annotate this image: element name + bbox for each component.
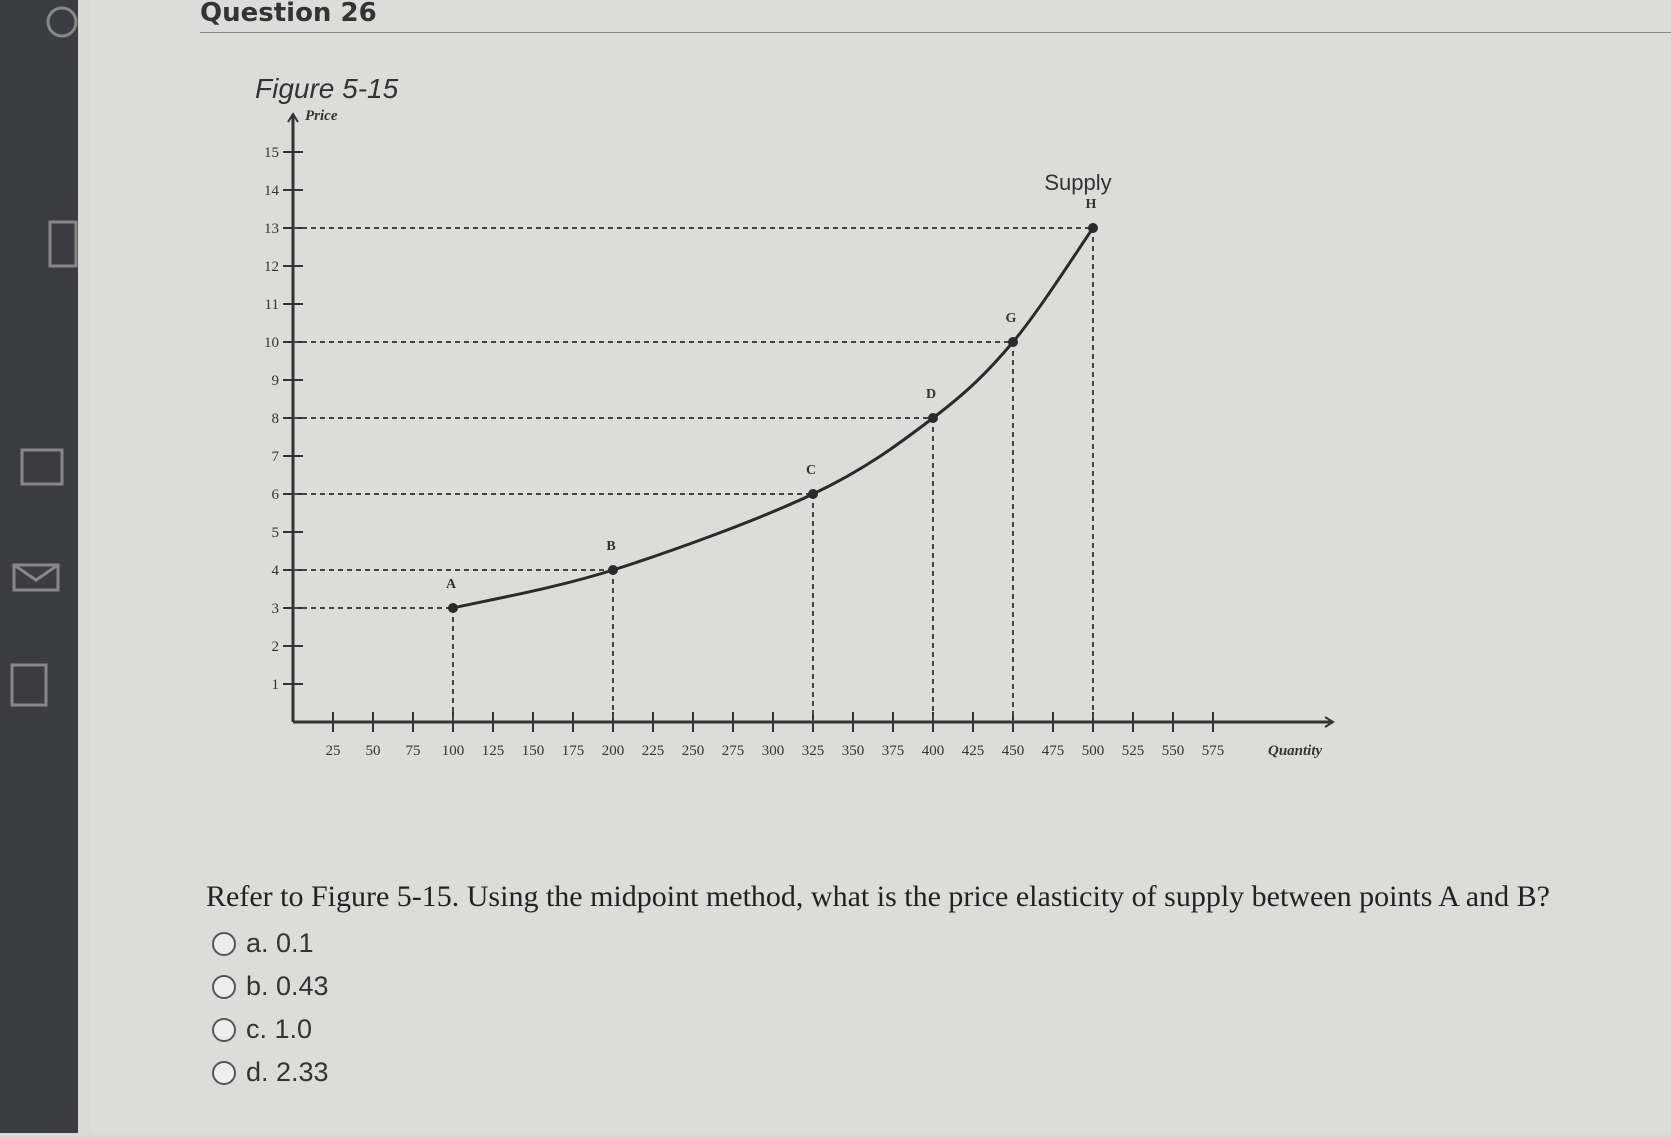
x-tick-label: 300 [762,743,785,759]
answer-option[interactable]: b. 0.43 [212,965,329,1008]
option-label[interactable]: a. 0.1 [246,928,314,958]
content [90,0,1671,1133]
option-label[interactable]: d. 2.33 [246,1057,329,1087]
x-axis-arrow [1324,716,1335,728]
x-tick-label: 375 [882,743,905,759]
question-text: Refer to Figure 5-15. Using the midpoint… [206,880,1550,913]
point [608,565,618,575]
x-tick-label: 25 [326,743,341,759]
option-label[interactable]: b. 0.43 [246,971,329,1001]
radio-button[interactable] [212,974,236,999]
sidebar-icons [10,6,78,707]
x-tick-label: 200 [602,743,625,759]
x-tick-label: 125 [482,743,505,759]
sidebar [0,0,78,1133]
y-tick-label: 7 [272,449,280,465]
y-tick-label: 9 [272,373,280,389]
answer-option[interactable]: c. 1.0 [212,1008,329,1051]
series-label: Supply [1044,170,1111,195]
option-label[interactable]: c. 1.0 [246,1014,313,1044]
y-tick-label: 4 [272,563,280,579]
divider [200,32,1671,33]
radio-button[interactable] [212,931,236,956]
mail-icon[interactable] [12,563,60,592]
x-tick-label: 175 [562,743,585,759]
x-tick-label: 350 [842,743,865,759]
x-tick-label: 400 [922,743,945,759]
y-tick-label: 6 [272,487,280,503]
point [1008,337,1018,347]
x-tick-label: 250 [682,743,705,759]
x-tick-label: 525 [1122,743,1145,759]
question-title: Question 26 [200,0,377,28]
x-tick-label: 50 [366,743,381,759]
point-label: A [446,577,457,592]
supply-curve [452,227,1095,610]
radio-button[interactable] [212,1017,236,1042]
point-label: G [1006,311,1017,326]
chart: Figure 5-15 PriceQuantity123456789101112… [255,73,1335,759]
x-tick-label: 575 [1202,743,1225,759]
point-label: B [606,539,615,554]
x-tick-label: 475 [1042,743,1065,759]
x-axis-label: Quantity [1268,743,1323,759]
y-tick-label: 15 [264,145,279,161]
y-tick-label: 8 [272,411,280,427]
calendar-icon[interactable] [20,448,64,486]
book-icon[interactable] [48,220,78,268]
x-tick-label: 275 [722,743,745,759]
point [448,603,458,613]
y-tick-label: 12 [264,259,279,275]
point-label: D [926,387,936,402]
y-axis-arrow [287,112,299,123]
notes-icon[interactable] [10,663,48,707]
x-tick-label: 100 [442,743,465,759]
radio-button[interactable] [212,1060,236,1085]
x-tick-label: 325 [802,743,825,759]
answer-option[interactable]: a. 0.1 [212,922,329,965]
answer-option[interactable]: d. 2.33 [212,1051,329,1094]
y-tick-label: 3 [272,601,280,617]
y-tick-label: 11 [265,297,279,313]
x-tick-label: 425 [962,743,985,759]
search-icon[interactable] [46,6,78,38]
y-axis-label: Price [305,108,338,124]
y-tick-label: 2 [272,639,280,655]
x-tick-label: 500 [1082,743,1105,759]
y-tick-label: 14 [264,183,280,199]
point-label: C [806,463,816,478]
y-tick-label: 10 [264,335,279,351]
x-tick-label: 150 [522,743,545,759]
point [1088,223,1098,233]
x-tick-label: 450 [1002,743,1025,759]
x-tick-label: 225 [642,743,665,759]
y-tick-label: 1 [272,677,280,693]
y-tick-label: 13 [264,221,279,237]
x-tick-label: 75 [406,743,421,759]
options: a. 0.1 b. 0.43 c. 1.0 d. 2.33 [212,922,329,1094]
y-tick-label: 5 [272,525,280,541]
point-label: H [1086,197,1097,212]
point [928,413,938,423]
x-tick-label: 550 [1162,743,1185,759]
point [808,489,818,499]
chart-title: Figure 5-15 [255,73,399,104]
